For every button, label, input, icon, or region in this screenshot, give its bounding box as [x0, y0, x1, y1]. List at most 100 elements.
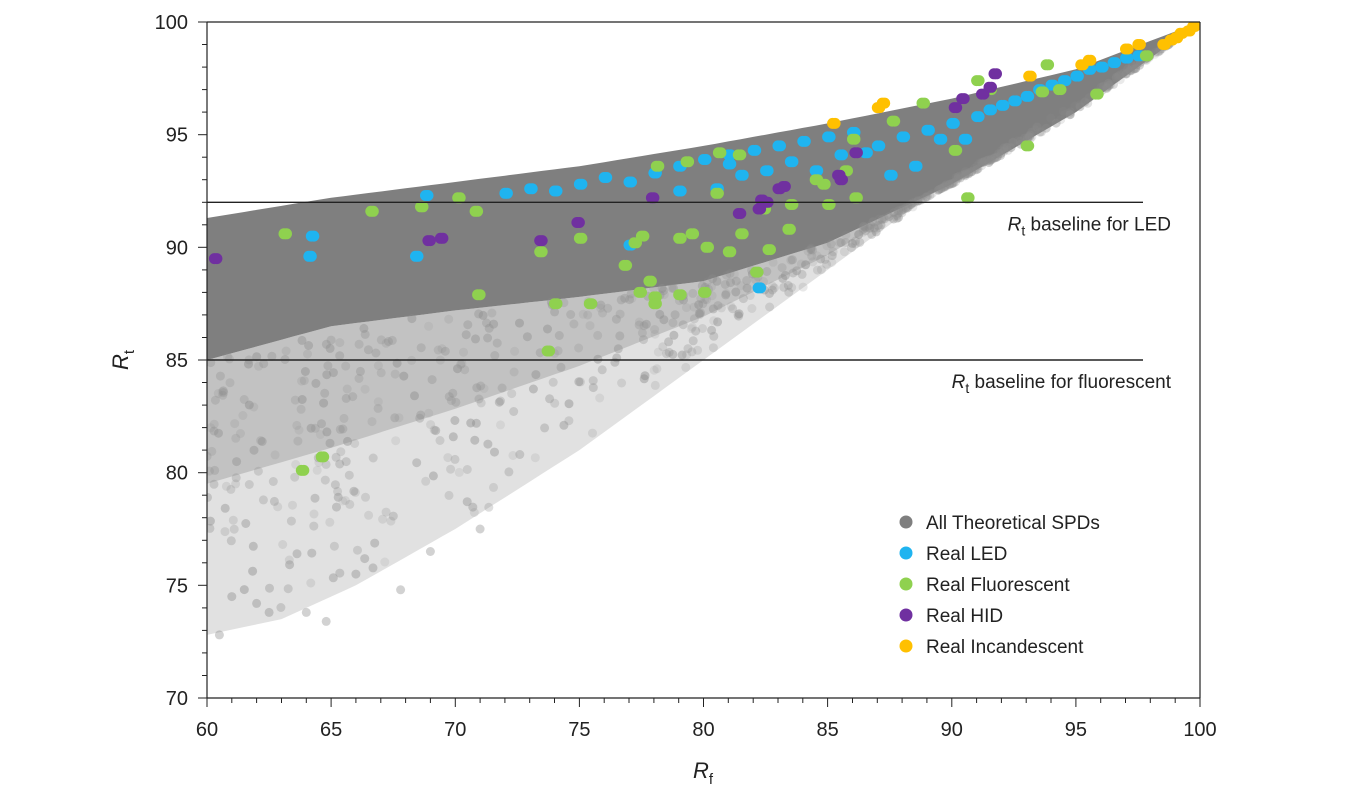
- theoretical-point: [381, 507, 391, 517]
- theoretical-point: [399, 371, 409, 381]
- theoretical-point: [322, 427, 332, 437]
- data-point: [936, 133, 948, 145]
- theoretical-point: [953, 174, 963, 184]
- theoretical-point: [939, 181, 949, 191]
- theoretical-point: [564, 399, 574, 409]
- theoretical-point: [325, 343, 335, 353]
- data-point: [211, 253, 223, 265]
- data-point: [787, 199, 799, 210]
- theoretical-point: [999, 147, 1009, 157]
- theoretical-point: [996, 151, 1006, 160]
- y-tick-label: 95: [166, 125, 188, 147]
- theoretical-point: [578, 309, 588, 319]
- theoretical-point: [359, 323, 369, 333]
- theoretical-point: [788, 268, 798, 278]
- theoretical-point: [947, 178, 957, 188]
- theoretical-point: [839, 247, 849, 257]
- data-point: [437, 232, 449, 244]
- theoretical-point: [947, 179, 957, 189]
- theoretical-point: [360, 554, 370, 564]
- theoretical-point: [226, 536, 236, 546]
- theoretical-point: [1058, 106, 1068, 116]
- theoretical-point: [487, 308, 497, 318]
- theoretical-point: [615, 331, 625, 341]
- theoretical-point: [249, 402, 259, 412]
- theoretical-point: [1056, 115, 1066, 125]
- theoretical-point: [207, 423, 216, 433]
- theoretical-point: [381, 338, 391, 348]
- theoretical-point: [236, 429, 245, 438]
- theoretical-point: [410, 391, 419, 401]
- data-point: [700, 286, 712, 298]
- data-point: [675, 232, 687, 244]
- theoretical-point: [779, 282, 789, 292]
- theoretical-point: [474, 309, 484, 319]
- data-point: [536, 246, 548, 258]
- theoretical-point: [1119, 68, 1129, 78]
- theoretical-point: [496, 396, 505, 406]
- theoretical-point: [448, 432, 458, 442]
- theoretical-point: [241, 519, 251, 528]
- theoretical-point: [588, 376, 598, 386]
- theoretical-point: [285, 560, 295, 570]
- data-point: [737, 228, 749, 240]
- theoretical-point: [826, 239, 836, 249]
- theoretical-point: [650, 325, 660, 334]
- data-point: [396, 585, 406, 595]
- theoretical-point: [816, 265, 826, 275]
- theoretical-point: [841, 230, 851, 240]
- theoretical-point: [806, 245, 816, 255]
- theoretical-point: [453, 364, 462, 374]
- theoretical-point: [677, 350, 687, 360]
- theoretical-point: [1121, 69, 1131, 79]
- theoretical-point: [256, 436, 266, 446]
- theoretical-point: [937, 183, 947, 193]
- reference-line-label: Rt baseline for LED: [1008, 214, 1171, 238]
- y-tick-label: 80: [166, 463, 188, 485]
- data-point: [576, 232, 588, 244]
- theoretical-point: [874, 223, 884, 233]
- theoretical-point: [463, 320, 473, 330]
- theoretical-point: [762, 267, 772, 276]
- theoretical-point: [786, 255, 796, 265]
- theoretical-point: [650, 329, 660, 339]
- theoretical-point: [335, 338, 345, 348]
- theoretical-point: [310, 493, 320, 503]
- theoretical-point: [303, 349, 312, 359]
- theoretical-point: [494, 397, 504, 407]
- theoretical-point: [820, 254, 830, 264]
- theoretical-point: [593, 354, 603, 364]
- theoretical-point: [528, 384, 538, 394]
- data-point: [1142, 50, 1154, 62]
- theoretical-point: [443, 453, 453, 463]
- theoretical-point: [254, 361, 264, 371]
- theoretical-point: [1002, 142, 1012, 152]
- theoretical-point: [612, 353, 622, 363]
- theoretical-point: [355, 366, 365, 376]
- data-point: [501, 187, 513, 199]
- theoretical-point: [504, 467, 514, 477]
- theoretical-point: [386, 516, 396, 526]
- theoretical-point: [384, 337, 393, 346]
- theoretical-point: [987, 154, 997, 164]
- theoretical-point: [244, 400, 254, 410]
- theoretical-point: [341, 361, 351, 371]
- theoretical-point: [957, 170, 967, 180]
- data-point: [986, 81, 997, 93]
- theoretical-point: [444, 392, 454, 402]
- theoretical-point: [892, 213, 902, 223]
- theoretical-point: [866, 221, 875, 231]
- theoretical-point: [993, 149, 1003, 159]
- theoretical-point: [338, 496, 348, 506]
- data-point: [735, 208, 747, 219]
- series-real-incandescent: [827, 22, 1200, 129]
- theoretical-point: [944, 180, 954, 190]
- data-point: [586, 298, 598, 310]
- theoretical-point: [934, 185, 944, 194]
- data-point: [551, 298, 563, 310]
- theoretical-point: [309, 509, 319, 519]
- theoretical-point: [320, 475, 330, 485]
- theoretical-point: [598, 308, 607, 318]
- theoretical-point: [336, 447, 346, 457]
- data-point: [961, 133, 973, 145]
